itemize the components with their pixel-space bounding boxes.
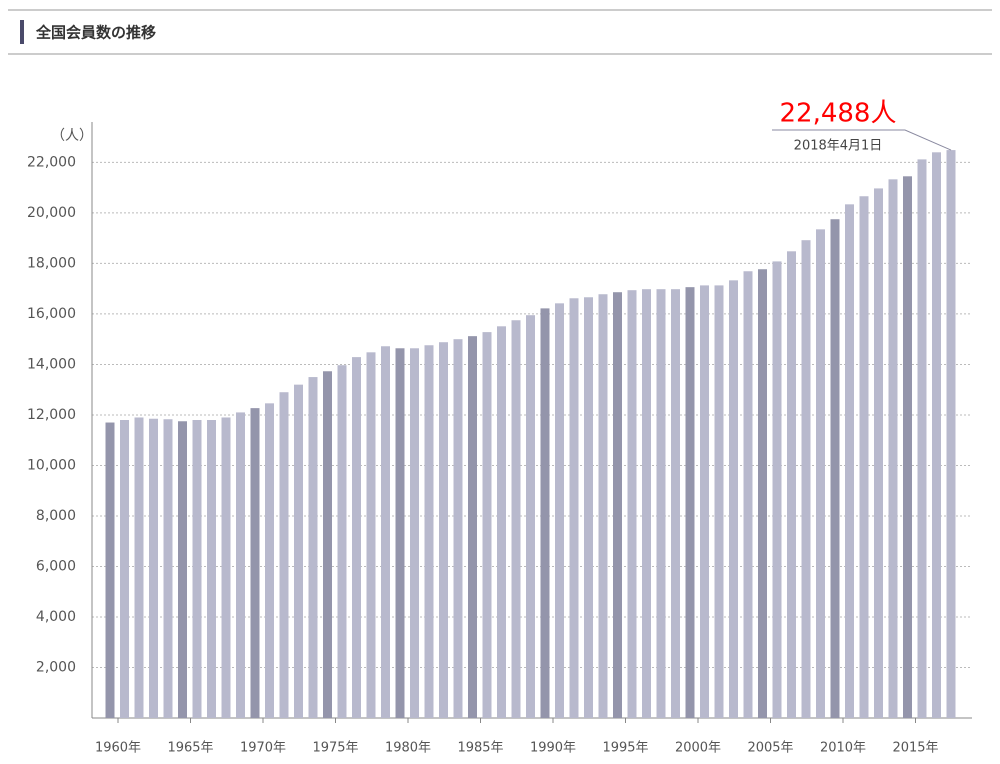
bar (236, 412, 245, 718)
bar (584, 297, 593, 718)
bar (511, 320, 521, 718)
y-tick-label: 18,000 (27, 255, 76, 271)
bar (120, 420, 129, 718)
y-tick-label: 12,000 (27, 407, 76, 423)
y-axis-label: （人） (51, 128, 93, 144)
bar (555, 303, 564, 718)
bar (845, 204, 854, 719)
bar (323, 371, 332, 718)
x-tick-label: 1985年 (457, 741, 503, 756)
bar (685, 287, 695, 718)
value-label: 22,488人 (780, 99, 897, 129)
bar (395, 348, 405, 718)
bar (134, 417, 144, 718)
y-tick-label: 6,000 (36, 558, 76, 574)
bar (221, 417, 231, 718)
x-tick-label: 1975年 (312, 741, 358, 756)
y-tick-label: 10,000 (27, 457, 76, 473)
x-tick-label: 1995年 (602, 741, 648, 756)
bar (163, 419, 173, 718)
bar (700, 285, 709, 718)
bar (758, 269, 767, 718)
bar (613, 292, 622, 718)
bar (569, 298, 579, 718)
bar (627, 290, 637, 718)
bar (917, 159, 927, 718)
bar (178, 421, 187, 718)
bar (410, 348, 419, 718)
bar (946, 150, 956, 719)
bar (816, 229, 825, 718)
bar (642, 289, 651, 718)
x-tick-label: 2005年 (747, 741, 793, 756)
bar (105, 422, 115, 718)
x-tick-label: 1970年 (240, 741, 286, 756)
x-tick-label: 1980年 (385, 741, 431, 756)
y-tick-label: 4,000 (36, 609, 76, 625)
x-tick-label: 2015年 (892, 741, 938, 756)
bar (903, 176, 912, 718)
bar (468, 336, 477, 718)
x-tick-label: 2000年 (675, 741, 721, 756)
bar (830, 219, 840, 718)
bar (859, 196, 869, 719)
bar (671, 289, 680, 718)
bar (888, 179, 898, 718)
x-tick-label: 1990年 (530, 741, 576, 756)
y-tick-label: 20,000 (27, 205, 76, 221)
bar (439, 342, 448, 718)
bar (656, 289, 666, 718)
bar (265, 403, 274, 718)
bar (149, 418, 158, 718)
y-tick-label: 2,000 (36, 659, 76, 675)
bar (352, 357, 361, 718)
bar (366, 352, 376, 718)
bar (453, 339, 463, 718)
x-tick-label: 1965年 (167, 741, 213, 756)
bar (192, 420, 202, 718)
y-tick-label: 22,000 (27, 154, 76, 170)
x-tick-label: 1960年 (95, 741, 141, 756)
bar (207, 420, 216, 718)
header-bar (20, 20, 24, 44)
bar (801, 240, 811, 719)
bar (772, 261, 782, 718)
bar (729, 280, 738, 718)
bar (294, 384, 303, 718)
x-tick-label: 2010年 (820, 741, 866, 756)
bar (932, 152, 941, 719)
y-tick-label: 16,000 (27, 306, 76, 322)
bar (308, 377, 318, 718)
bar (714, 285, 724, 718)
bar (424, 345, 434, 718)
bar (497, 326, 506, 718)
y-tick-label: 8,000 (36, 508, 76, 524)
annotation: 2018年4月1日 (794, 139, 883, 154)
bar (250, 408, 260, 718)
bar (743, 271, 753, 718)
bar (381, 346, 390, 718)
bar (787, 251, 796, 718)
bar (337, 365, 347, 718)
bar (540, 308, 550, 718)
y-tick-label: 14,000 (27, 356, 76, 372)
bar (279, 392, 289, 718)
page-title: 全国会員数の推移 (35, 24, 156, 42)
bar (526, 315, 535, 718)
callout-line (772, 129, 952, 151)
bar (874, 188, 883, 718)
bar (482, 332, 492, 718)
bar (598, 294, 608, 718)
